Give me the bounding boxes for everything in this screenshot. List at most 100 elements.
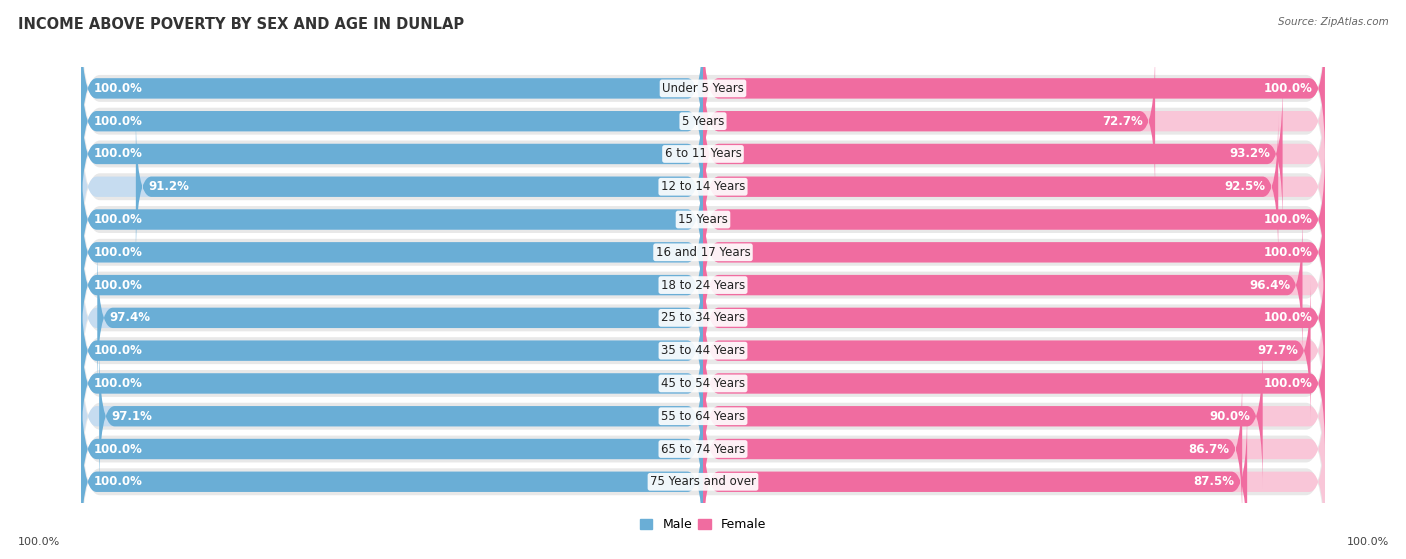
Text: 97.4%: 97.4% — [110, 311, 150, 324]
Text: 100.0%: 100.0% — [94, 344, 142, 357]
FancyBboxPatch shape — [100, 344, 703, 488]
FancyBboxPatch shape — [703, 410, 1247, 553]
FancyBboxPatch shape — [703, 181, 1324, 324]
FancyBboxPatch shape — [82, 299, 1324, 468]
FancyBboxPatch shape — [82, 410, 703, 553]
Text: 100.0%: 100.0% — [1264, 82, 1312, 95]
Text: 100.0%: 100.0% — [94, 148, 142, 160]
FancyBboxPatch shape — [136, 115, 703, 258]
Text: Source: ZipAtlas.com: Source: ZipAtlas.com — [1278, 17, 1389, 27]
FancyBboxPatch shape — [703, 214, 1302, 357]
Text: 91.2%: 91.2% — [148, 180, 190, 193]
Text: 45 to 54 Years: 45 to 54 Years — [661, 377, 745, 390]
FancyBboxPatch shape — [703, 17, 1324, 160]
FancyBboxPatch shape — [703, 279, 1324, 423]
Text: 65 to 74 Years: 65 to 74 Years — [661, 443, 745, 456]
Text: 93.2%: 93.2% — [1229, 148, 1270, 160]
FancyBboxPatch shape — [82, 82, 703, 226]
Text: 100.0%: 100.0% — [18, 537, 60, 547]
FancyBboxPatch shape — [703, 115, 1324, 258]
FancyBboxPatch shape — [82, 214, 703, 357]
FancyBboxPatch shape — [82, 69, 1324, 239]
FancyBboxPatch shape — [82, 331, 1324, 501]
FancyBboxPatch shape — [82, 148, 703, 291]
Text: 72.7%: 72.7% — [1102, 115, 1143, 127]
FancyBboxPatch shape — [703, 214, 1324, 357]
FancyBboxPatch shape — [82, 279, 703, 423]
FancyBboxPatch shape — [82, 233, 1324, 403]
FancyBboxPatch shape — [703, 49, 1156, 193]
Text: 92.5%: 92.5% — [1225, 180, 1265, 193]
FancyBboxPatch shape — [703, 148, 1324, 291]
Text: 100.0%: 100.0% — [94, 377, 142, 390]
Text: 100.0%: 100.0% — [1264, 213, 1312, 226]
FancyBboxPatch shape — [703, 344, 1324, 488]
FancyBboxPatch shape — [82, 200, 1324, 370]
FancyBboxPatch shape — [703, 49, 1324, 193]
Text: 12 to 14 Years: 12 to 14 Years — [661, 180, 745, 193]
FancyBboxPatch shape — [82, 181, 703, 324]
FancyBboxPatch shape — [703, 82, 1324, 226]
FancyBboxPatch shape — [82, 364, 1324, 534]
FancyBboxPatch shape — [82, 312, 703, 455]
FancyBboxPatch shape — [82, 49, 703, 193]
FancyBboxPatch shape — [82, 344, 703, 488]
Text: 100.0%: 100.0% — [1264, 377, 1312, 390]
Text: 16 and 17 Years: 16 and 17 Years — [655, 246, 751, 259]
FancyBboxPatch shape — [97, 246, 703, 390]
FancyBboxPatch shape — [82, 312, 703, 455]
FancyBboxPatch shape — [82, 115, 703, 258]
FancyBboxPatch shape — [82, 377, 703, 521]
Text: 100.0%: 100.0% — [94, 115, 142, 127]
FancyBboxPatch shape — [82, 279, 703, 423]
FancyBboxPatch shape — [703, 410, 1324, 553]
Text: 18 to 24 Years: 18 to 24 Years — [661, 278, 745, 292]
Text: 100.0%: 100.0% — [1264, 246, 1312, 259]
Text: 97.1%: 97.1% — [111, 410, 152, 423]
Text: 100.0%: 100.0% — [94, 475, 142, 489]
Text: INCOME ABOVE POVERTY BY SEX AND AGE IN DUNLAP: INCOME ABOVE POVERTY BY SEX AND AGE IN D… — [18, 17, 464, 32]
FancyBboxPatch shape — [703, 148, 1324, 291]
FancyBboxPatch shape — [82, 148, 703, 291]
FancyBboxPatch shape — [703, 82, 1282, 226]
Text: 100.0%: 100.0% — [94, 82, 142, 95]
Text: 87.5%: 87.5% — [1194, 475, 1234, 489]
FancyBboxPatch shape — [703, 17, 1324, 160]
Text: 96.4%: 96.4% — [1249, 278, 1291, 292]
FancyBboxPatch shape — [82, 167, 1324, 337]
Text: 5 Years: 5 Years — [682, 115, 724, 127]
Text: 100.0%: 100.0% — [1347, 537, 1389, 547]
Text: 75 Years and over: 75 Years and over — [650, 475, 756, 489]
Legend: Male, Female: Male, Female — [636, 513, 770, 536]
FancyBboxPatch shape — [82, 246, 703, 390]
Text: 6 to 11 Years: 6 to 11 Years — [665, 148, 741, 160]
FancyBboxPatch shape — [82, 410, 703, 553]
Text: 86.7%: 86.7% — [1188, 443, 1230, 456]
Text: 100.0%: 100.0% — [94, 246, 142, 259]
Text: 100.0%: 100.0% — [94, 443, 142, 456]
FancyBboxPatch shape — [703, 181, 1324, 324]
FancyBboxPatch shape — [703, 377, 1324, 521]
FancyBboxPatch shape — [703, 279, 1310, 423]
FancyBboxPatch shape — [703, 312, 1324, 455]
FancyBboxPatch shape — [703, 246, 1324, 390]
FancyBboxPatch shape — [82, 82, 703, 226]
FancyBboxPatch shape — [703, 377, 1241, 521]
Text: 100.0%: 100.0% — [1264, 311, 1312, 324]
Text: 100.0%: 100.0% — [94, 278, 142, 292]
FancyBboxPatch shape — [82, 135, 1324, 305]
Text: 15 Years: 15 Years — [678, 213, 728, 226]
FancyBboxPatch shape — [703, 344, 1263, 488]
FancyBboxPatch shape — [703, 312, 1324, 455]
FancyBboxPatch shape — [703, 246, 1324, 390]
FancyBboxPatch shape — [82, 17, 703, 160]
Text: 97.7%: 97.7% — [1257, 344, 1298, 357]
FancyBboxPatch shape — [82, 397, 1324, 559]
Text: 35 to 44 Years: 35 to 44 Years — [661, 344, 745, 357]
FancyBboxPatch shape — [703, 115, 1278, 258]
FancyBboxPatch shape — [82, 17, 703, 160]
Text: 100.0%: 100.0% — [94, 213, 142, 226]
FancyBboxPatch shape — [82, 214, 703, 357]
FancyBboxPatch shape — [82, 102, 1324, 272]
Text: 55 to 64 Years: 55 to 64 Years — [661, 410, 745, 423]
